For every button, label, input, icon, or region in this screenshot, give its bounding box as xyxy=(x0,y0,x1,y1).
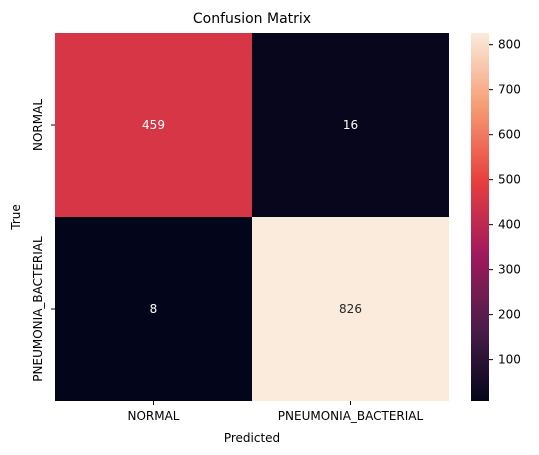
colorbar-tick-label: 800 xyxy=(498,38,521,52)
x-tick-label: NORMAL xyxy=(127,409,179,423)
colorbar-gradient xyxy=(471,33,489,401)
chart-title: Confusion Matrix xyxy=(193,11,311,27)
y-axis-ticks: NORMAL PNEUMONIA_BACTERIAL xyxy=(31,99,55,382)
cell-value-label: 459 xyxy=(142,118,165,132)
colorbar-tick-label: 600 xyxy=(498,128,521,142)
colorbar: 100 200 300 400 500 600 700 800 xyxy=(471,33,521,401)
y-axis-label: True xyxy=(9,204,23,231)
y-tick-label: PNEUMONIA_BACTERIAL xyxy=(31,236,45,382)
heatmap-cell xyxy=(252,217,449,401)
heatmap-cell xyxy=(252,33,449,217)
colorbar-tick-label: 300 xyxy=(498,263,521,277)
colorbar-tick-label: 400 xyxy=(498,218,521,232)
y-tick-label: NORMAL xyxy=(31,99,45,151)
cell-value-label: 8 xyxy=(150,302,158,316)
colorbar-tick-label: 500 xyxy=(498,173,521,187)
cell-value-label: 16 xyxy=(343,118,358,132)
colorbar-tick-label: 200 xyxy=(498,308,521,322)
cell-value-label: 826 xyxy=(339,302,362,316)
x-tick-label: PNEUMONIA_BACTERIAL xyxy=(278,409,424,423)
colorbar-tick-label: 700 xyxy=(498,83,521,97)
x-axis-ticks: NORMAL PNEUMONIA_BACTERIAL xyxy=(127,401,424,423)
x-axis-label: Predicted xyxy=(224,431,280,445)
heatmap-cell xyxy=(55,33,252,217)
colorbar-tick-label: 100 xyxy=(498,353,521,367)
heatmap-cells: 459 16 8 826 xyxy=(55,33,449,401)
heatmap-cell xyxy=(55,217,252,401)
